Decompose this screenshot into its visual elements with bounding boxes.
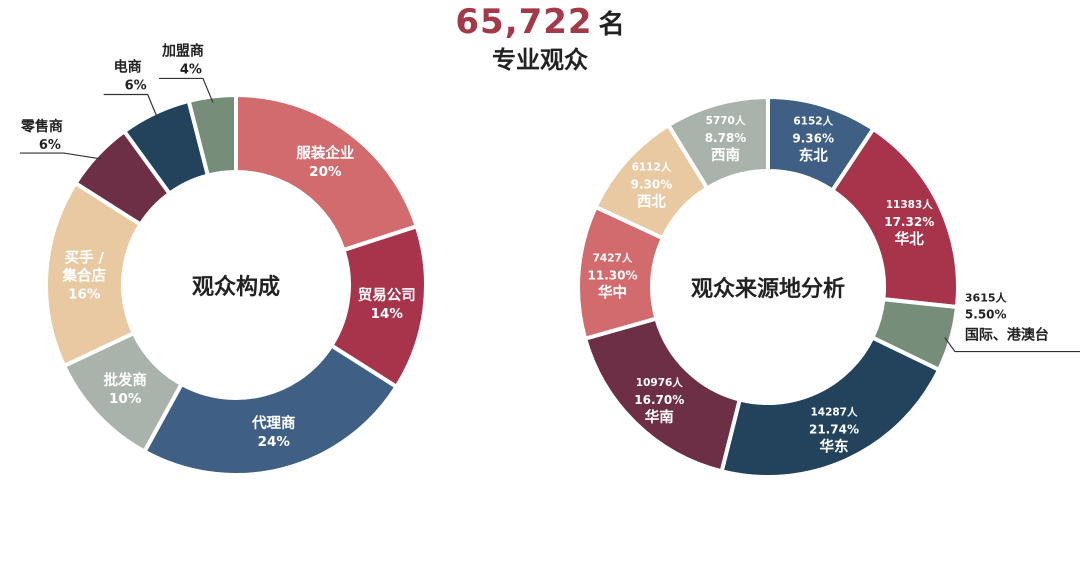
slice-label-1-2: 14% [371, 306, 404, 322]
slice-label-2-5: 16.70% [634, 393, 684, 407]
leader-line [158, 77, 214, 103]
slice-label-1-1: 20% [309, 164, 342, 180]
headline: 65,722 名 专业观众 [0, 2, 1080, 75]
donut-chart-2: 6152人 9.36%东北 11383人 17.32%华北 3615人 5.50% 国际、港… [576, 94, 1080, 479]
slice-2-4 [719, 334, 942, 479]
slice-label-2-5: 华南 [645, 408, 674, 426]
slice-label-2-2: 17.32% [884, 215, 934, 229]
slice-1-8 [186, 92, 238, 178]
donut-chart-1: 服装企业 20% 贸易公司 14% 代理商 24% 批发商 10% 买手 /集合店 16% 零售商 6… [19, 42, 428, 477]
slice-label-1-4: 批发商 [103, 371, 147, 389]
visitor-unit: 名 [598, 10, 625, 40]
slice-label-2-1: 6152人 [793, 115, 833, 128]
slice-label-2-8: 5770人 [706, 114, 746, 127]
slice-label-1-4: 10% [109, 391, 142, 407]
slice-label-2-2: 11383人 [886, 198, 934, 211]
slice-label-2-1: 9.36% [792, 132, 834, 146]
slice-label-1-5: 16% [68, 286, 101, 302]
slice-label-2-6: 华中 [598, 284, 627, 302]
slice-label-2-7: 9.30% [631, 177, 673, 191]
leader-line [103, 93, 159, 119]
slice-label-2-7: 6112人 [632, 160, 672, 173]
chart-center-title: 观众构成 [192, 274, 280, 300]
slice-label-2-7: 西北 [637, 193, 666, 210]
outside-label-percent: 6% [125, 79, 147, 94]
slice-label-1-2: 贸易公司 [358, 286, 416, 304]
outside-label-percent: 6% [39, 138, 61, 153]
outside-label-percent: 4% [180, 62, 202, 77]
slice-label-1-1: 服装企业 [296, 144, 354, 162]
slice-label-1-5: 集合店 [62, 266, 107, 284]
slice-label-2-1: 东北 [799, 147, 828, 165]
slice-label-2-8: 西南 [711, 146, 740, 164]
leader-line [944, 337, 1080, 353]
slice-label-2-6: 11.30% [588, 269, 638, 283]
slice-1-3 [141, 342, 400, 477]
slice-label-1-3: 24% [258, 434, 291, 450]
slice-label-2-8: 8.78% [705, 131, 747, 145]
slice-label-1-3: 代理商 [251, 414, 296, 432]
slice-label-1-5: 买手 / [65, 248, 105, 266]
outside-label-name: 国际、港澳台 [965, 327, 1049, 344]
outside-label-name: 零售商 [20, 118, 63, 135]
outside-label-name: 电商 [114, 59, 142, 76]
slice-label-2-4: 华东 [819, 437, 848, 455]
slice-2-8 [665, 94, 770, 191]
outside-label-percent: 5.50% [965, 308, 1007, 322]
slice-label-2-5: 10976人 [636, 376, 684, 389]
outside-label-name: 加盟商 [161, 42, 204, 59]
outside-label-count: 3615人 [965, 291, 1008, 305]
slice-label-2-2: 华北 [895, 230, 924, 248]
slice-label-2-6: 7427人 [593, 252, 633, 265]
headline-subtitle: 专业观众 [492, 46, 588, 74]
slice-label-2-4: 14287人 [810, 405, 858, 418]
slice-label-2-4: 21.74% [809, 422, 859, 436]
chart-center-title: 观众来源地分析 [691, 277, 845, 302]
leader-line [19, 152, 102, 160]
visitor-total: 65,722 [455, 2, 593, 42]
